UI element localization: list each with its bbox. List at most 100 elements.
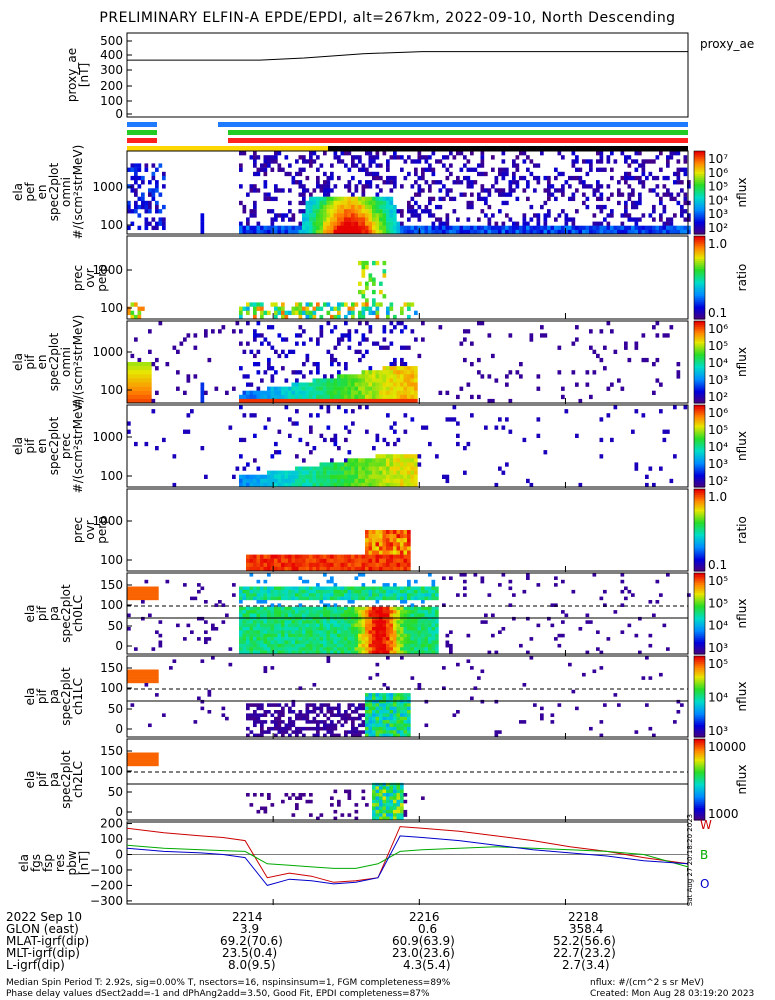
pif-omni-cell: [386, 390, 390, 395]
pif-omni-cell: [400, 386, 404, 391]
pef-omni-cell: [351, 217, 355, 222]
pef-omni-cell: [568, 229, 572, 235]
pef-omni-cell: [319, 221, 324, 226]
pif-omni-cell: [267, 362, 271, 367]
pif-ratio-cell: [309, 566, 313, 572]
pif-prec-cell: [361, 474, 366, 479]
pef-omni-cell: [480, 196, 485, 202]
pef-omni-cell: [596, 196, 600, 202]
pa-ch0-cell: [368, 620, 373, 624]
pa-ch0-cell: [340, 650, 345, 655]
pa-ch0-cell: [337, 586, 341, 591]
pef-omni-cell: [445, 192, 450, 197]
pef-omni-cell: [683, 192, 688, 197]
pef-ratio-cell: [361, 310, 366, 316]
pef-omni-cell: [417, 184, 422, 189]
pef-ratio-cell: [361, 265, 366, 270]
pef-omni-cell: [561, 171, 565, 177]
pa-ch0-cell: [361, 643, 366, 648]
pif-ratio-cell: [372, 566, 376, 572]
pif-omni-cell: [165, 362, 170, 367]
pef-omni-cell: [267, 209, 271, 214]
pa-ch0-cell: [407, 613, 411, 618]
pef-ratio-cell: [127, 306, 131, 311]
pif-omni-cell: [620, 386, 625, 391]
pa-ch0-cell: [347, 643, 352, 648]
pif-ratio-cell: [382, 534, 387, 539]
pa-ch0-colorbar-seg: [694, 579, 705, 582]
pa-ch0-cell: [393, 593, 397, 597]
pif-prec-cell: [288, 482, 292, 488]
pa-ch1-colorbar-seg: [694, 682, 705, 685]
pef-omni-cell: [533, 188, 537, 193]
pef-ratio-cell: [260, 310, 264, 316]
pif-ratio-colorbar-seg: [694, 562, 705, 566]
pa-ch0-cell: [431, 589, 436, 594]
pa-ch1-cell: [291, 703, 296, 707]
pa-ch0-cell: [372, 593, 376, 597]
pa-ch1-cell: [137, 676, 142, 680]
pif-omni-cell: [260, 333, 264, 338]
pa-ch0-cell: [368, 589, 373, 594]
pa-ch1-cell: [340, 713, 345, 717]
pif-ratio-cell: [263, 554, 268, 559]
pif-ratio-cell: [382, 538, 387, 543]
pif-omni-cell: [358, 378, 362, 383]
pif-omni-cell: [613, 349, 618, 354]
pef-omni-cell: [354, 196, 359, 202]
pa-ch0-cell: [522, 589, 527, 594]
pif-omni-cell: [305, 382, 310, 387]
pif-omni-cell: [351, 390, 355, 395]
pa-ch1-colorbar-seg: [694, 662, 705, 665]
pa-ch0-cell: [386, 647, 390, 651]
pef-omni-cell: [428, 213, 432, 218]
pef-omni-cell: [361, 192, 366, 197]
pif-prec-cell: [309, 474, 313, 479]
pif-omni-cell: [134, 378, 138, 383]
pif-omni-cell: [340, 333, 345, 338]
pa-ch0-cell: [291, 633, 296, 638]
pa-ch0-cell: [599, 650, 604, 655]
pif-prec-cell: [337, 482, 341, 488]
pef-omni-cell: [676, 180, 681, 185]
pa-ch1-cell: [330, 723, 334, 728]
pa-ch1-colorbar-tick: 10⁴: [708, 691, 728, 705]
pef-omni-cell: [326, 188, 331, 193]
pef-omni-colorbar-seg: [694, 186, 705, 189]
pef-omni-cell: [687, 229, 691, 235]
pa-ch0-cell: [148, 589, 152, 594]
pif-omni-cell: [309, 398, 313, 404]
pa-ch0-cell: [326, 603, 331, 607]
pef-omni-cell: [428, 155, 432, 160]
pa-ch1-cell: [382, 703, 387, 707]
pif-prec-cell: [267, 482, 271, 488]
pef-omni-cell: [634, 159, 639, 164]
pa-ch0-cell: [284, 593, 289, 597]
pef-ratio-cell: [351, 310, 355, 316]
pif-omni-colorbar-seg: [694, 325, 705, 328]
pa-ch1-cell: [351, 726, 355, 731]
pif-omni-cell: [144, 386, 149, 391]
pef-omni-cell: [568, 175, 572, 181]
pef-omni-cell: [403, 229, 408, 235]
pa-ch1-cell: [312, 726, 317, 731]
pef-ratio-cell: [337, 310, 341, 316]
pif-ratio-cell: [291, 566, 296, 572]
pif-prec-cell: [330, 474, 334, 479]
pef-omni-cell: [522, 188, 527, 193]
pa-ch1-cell: [375, 693, 380, 697]
pef-omni-cell: [645, 159, 649, 164]
pa-ch0-ylabel-4: ch0LC: [71, 595, 85, 632]
pa-ch0-cell: [141, 586, 145, 591]
pa-ch0-cell: [288, 630, 292, 634]
pef-ratio-cell: [361, 314, 366, 320]
pif-ratio-cell: [372, 534, 376, 539]
pa-ch0-cell: [340, 596, 345, 601]
pif-omni-cell: [557, 370, 562, 375]
pif-omni-cell: [361, 382, 366, 387]
pa-ch0-cell: [393, 643, 397, 648]
pif-omni-cell: [298, 370, 303, 375]
pa-ch0-cell: [246, 620, 250, 624]
pif-ratio-cell: [407, 542, 411, 547]
pif-prec-cells: [127, 405, 688, 488]
